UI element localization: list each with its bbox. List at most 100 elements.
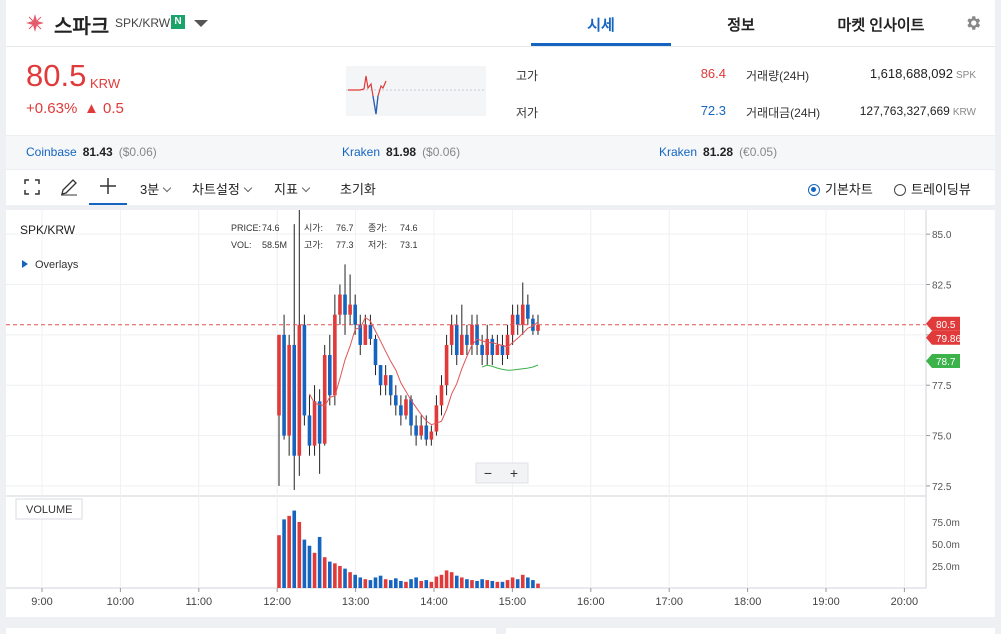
reset-button[interactable]: 초기화 [340,182,376,197]
ohlc-info-text: PRICE: [231,223,261,233]
volume-bar [348,572,352,588]
volume-bar [531,580,535,588]
overlays-triangle-icon [22,260,28,268]
volume-bar [500,581,505,588]
price-chart-card: 85.082.580.077.575.072.59:0010:0011:0012… [6,210,995,617]
ohlc-info-text: 73.1 [400,240,418,250]
ohlc-info-text: VOL: [231,240,252,250]
candle-body [505,334,510,355]
high-value: 86.4 [700,66,726,81]
volume-bar [307,545,312,588]
candle-body [475,324,479,345]
fullscreen-icon[interactable] [24,179,40,195]
volume-bar [495,581,500,588]
ohlc-info-text: 74.6 [262,223,280,233]
volume-bar [388,580,393,588]
current-price-tag: 80.5 [936,320,956,331]
candle-body [282,334,286,436]
candle-body [302,324,307,416]
ma-short-tag: 79.86 [936,334,961,345]
candle-body [322,355,327,444]
volume-bar [520,574,525,588]
candle-body [465,334,469,345]
candle-body [358,324,363,345]
volume-bar [465,579,469,588]
tab-info[interactable]: 정보 [727,17,755,34]
overlays-toggle: Overlays [35,259,79,271]
x-tick-label: 14:00 [420,596,448,608]
volume-bar [510,577,515,588]
volume-bar [419,580,423,588]
volume-24h-label: 거래량(24H) [746,69,810,83]
volume-bar [394,578,398,588]
chart-settings-dropdown[interactable]: 차트설정 [192,179,253,198]
tab-market-insight[interactable]: 마켓 인사이트 [837,17,925,34]
moving-average-short-line [309,316,539,426]
active-tab-indicator [531,43,671,46]
candle-body [363,324,368,345]
x-tick-label: 15:00 [499,596,527,608]
exchange-item-kraken-usd[interactable]: Kraken 81.98 ($0.06) [342,145,461,159]
market-summary-card: 스파크 SPK/KRW N 시세 정보 마켓 인사이트 80.5 KRW +0.… [6,0,995,205]
mini-sparkline-chart [346,66,486,116]
candle-body [338,294,342,315]
volume-24h-value: 1,618,688,092 SPK [869,66,976,81]
volume-bar [399,580,403,588]
crosshair-active-indicator [89,203,127,205]
zoom-in-button: + [510,465,518,481]
volume-tick-label: 50.0m [932,540,960,551]
draw-pencil-icon[interactable] [60,178,78,196]
candle-body [480,344,484,355]
volume-bar [383,579,388,588]
volume-label-box [15,498,83,520]
coin-dropdown-chevron-down-icon[interactable] [194,20,208,27]
crosshair-icon[interactable] [99,177,117,195]
candle-body [449,324,454,345]
y-tick-label: 82.5 [932,281,952,292]
candle-body [383,375,388,386]
ma-short-tag-bg [926,330,960,345]
candle-body [292,344,297,456]
volume-bar [454,575,459,588]
candle-body [409,399,413,426]
volume-bar [297,522,302,588]
volume-bar [277,535,281,588]
candle-body [439,385,444,406]
volume-bar [327,561,332,588]
y-tick-label: 77.5 [932,381,952,392]
volume-tick-label: 75.0m [932,518,960,529]
basic-chart-radio[interactable]: 기본차트 [808,179,873,198]
candlestick-chart[interactable]: 85.082.580.077.575.072.59:0010:0011:0012… [6,210,995,617]
candle-body [378,365,383,386]
candle-body [373,338,378,366]
gear-icon[interactable] [964,14,982,32]
candle-body [536,324,540,331]
volume-bar [343,568,347,588]
volume-bar [363,579,368,588]
tab-price[interactable]: 시세 [587,17,615,34]
x-tick-label: 19:00 [812,596,840,608]
volume-bar [409,579,413,588]
volume-bar [429,581,434,588]
interval-dropdown[interactable]: 3분 [140,179,172,198]
volume-bar [353,574,357,588]
volume-bar [505,580,510,588]
volume-bar [333,563,337,588]
volume-bar [312,552,317,588]
trading-view-radio[interactable]: 트레이딩뷰 [894,179,971,198]
candle-body [500,344,505,355]
volume-bar [536,583,540,588]
exchange-item-coinbase[interactable]: Coinbase 81.43 ($0.06) [26,145,157,159]
candle-body [424,425,429,440]
high-label: 고가 [516,69,539,83]
volume-bar [378,575,383,588]
chart-toolbar: 3분 차트설정 지표 초기화 기본차트 트레이딩뷰 [6,168,995,205]
candle-body [404,399,408,416]
current-price-tag-bg [926,316,960,331]
candle-body [419,425,423,436]
volume-bar [292,510,297,588]
candle-body [414,425,418,436]
exchange-item-kraken-eur[interactable]: Kraken 81.28 (€0.05) [659,145,778,159]
amount-24h-value: 127,763,327,669 KRW [859,104,976,118]
indicators-dropdown[interactable]: 지표 [274,179,311,198]
